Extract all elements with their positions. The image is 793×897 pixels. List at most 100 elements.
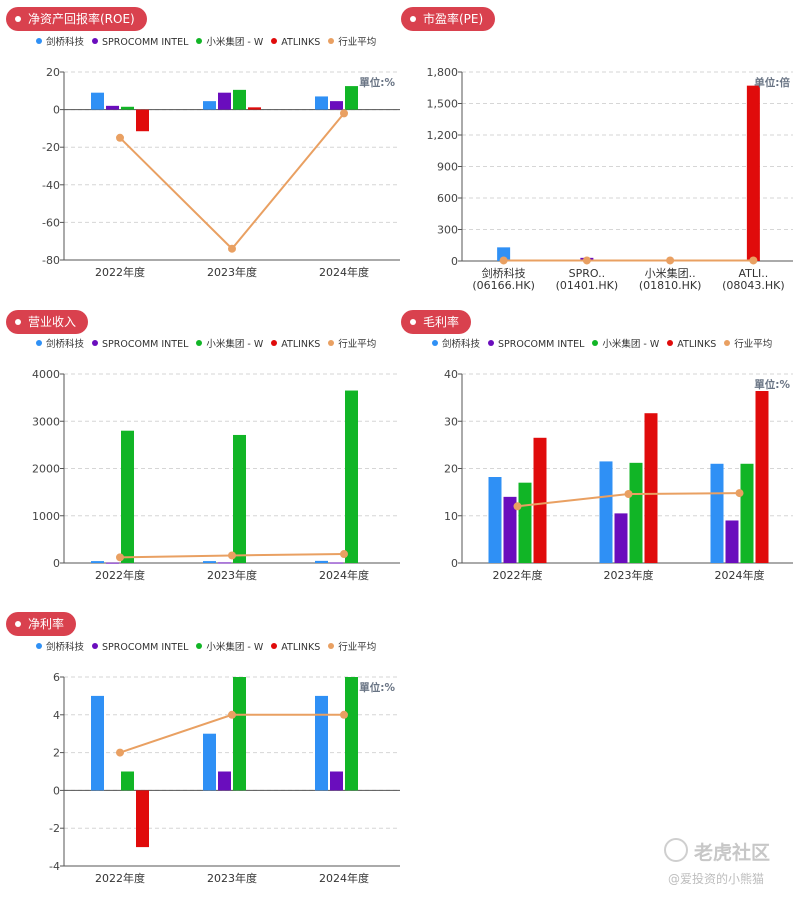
legend-item[interactable]: 剑桥科技 [36, 336, 84, 350]
bar [91, 92, 104, 110]
legend-item[interactable]: ATLINKS [271, 37, 320, 48]
average-point [340, 710, 348, 719]
legend-label: 小米集团 - W [602, 339, 660, 350]
x-tick-label: 小米集团.. [645, 266, 696, 280]
bar [599, 461, 613, 563]
bar [533, 437, 547, 563]
legend-item[interactable]: SPROCOMM INTEL [488, 339, 584, 350]
chart-title-pe: 市盈率(PE) [401, 7, 496, 31]
bar [345, 86, 358, 110]
y-tick-label: 1,500 [427, 98, 459, 111]
average-point [340, 550, 348, 559]
unit-label: 單位:% [359, 76, 395, 89]
x-tick-label: 2023年度 [604, 568, 654, 582]
x-tick-label: 2023年度 [207, 871, 257, 885]
bar [725, 520, 739, 563]
chart-gross: 0 10 20 30 40 2022年度 2023年度 2024年度 單位:% [444, 368, 793, 582]
watermark-brand-text: 老虎社区 [694, 842, 771, 864]
legend-item[interactable]: 剑桥科技 [36, 34, 84, 48]
legend-dot-icon [667, 340, 674, 346]
bar [644, 413, 658, 563]
legend-item[interactable]: 小米集团 - W [196, 336, 263, 350]
y-tick-label: 0 [451, 255, 458, 268]
bar [136, 790, 149, 848]
legend-item[interactable]: SPROCOMM INTEL [92, 642, 188, 653]
legend-item[interactable]: SPROCOMM INTEL [92, 339, 188, 350]
x-tick-label: 2022年度 [95, 265, 145, 279]
bar [330, 562, 343, 564]
bar [614, 513, 628, 563]
average-point [513, 502, 522, 511]
legend-revenue[interactable]: 剑桥科技 SPROCOMM INTEL 小米集团 - W ATLINKS 行业平均 [36, 336, 384, 350]
y-tick-label: 0 [451, 557, 458, 570]
y-tick-label: -40 [42, 179, 60, 192]
x-tick-label: 2022年度 [493, 568, 543, 582]
legend-item[interactable]: 行业平均 [328, 34, 376, 48]
y-tick-label: 2000 [32, 463, 60, 476]
unit-label: 單位:% [359, 681, 395, 694]
average-point [624, 490, 633, 499]
unit-label: 单位:倍 [754, 76, 790, 89]
legend-dot-icon [196, 643, 203, 649]
legend-label: 行业平均 [338, 339, 377, 350]
legend-label: ATLINKS [281, 339, 321, 350]
x-tick-label: (01810.HK) [639, 279, 702, 292]
legend-dot-icon [328, 38, 335, 44]
bar [203, 561, 216, 563]
legend-item[interactable]: ATLINKS [271, 339, 320, 350]
bar [91, 695, 104, 791]
legend-roe[interactable]: 剑桥科技 SPROCOMM INTEL 小米集团 - W ATLINKS 行业平均 [36, 34, 384, 48]
average-line [119, 112, 345, 251]
bar [233, 434, 246, 563]
legend-item[interactable]: 小米集团 - W [196, 34, 263, 48]
bar [106, 105, 119, 110]
legend-dot-icon [92, 643, 99, 649]
legend-item[interactable]: ATLINKS [271, 642, 320, 653]
legend-item[interactable]: 行业平均 [724, 336, 772, 350]
legend-item[interactable]: 剑桥科技 [432, 336, 480, 350]
legend-item[interactable]: ATLINKS [667, 339, 716, 350]
x-tick-label: 2024年度 [319, 265, 369, 279]
x-tick-label: 2024年度 [715, 568, 765, 582]
chart-title-gross: 毛利率 [401, 310, 472, 334]
bar [518, 482, 532, 563]
x-tick-label: 2024年度 [319, 871, 369, 885]
legend-gross[interactable]: 剑桥科技 SPROCOMM INTEL 小米集团 - W ATLINKS 行业平均 [432, 336, 780, 350]
bar [218, 771, 231, 791]
legend-dot-icon [724, 340, 731, 346]
average-point [499, 256, 508, 265]
legend-label: 剑桥科技 [46, 339, 85, 350]
bar [136, 109, 149, 132]
legend-item[interactable]: 行业平均 [328, 336, 376, 350]
legend-label: 剑桥科技 [46, 642, 85, 653]
chart-title-roe: 净资产回报率(ROE) [6, 7, 147, 31]
y-tick-label: 0 [53, 104, 60, 117]
y-tick-label: -80 [42, 254, 60, 267]
chart-net: -4 -2 0 2 4 6 2022年度 2023年度 2024年度 單位:% [49, 671, 400, 885]
bar [497, 247, 511, 261]
legend-label: ATLINKS [677, 339, 717, 350]
legend-dot-icon [36, 340, 42, 346]
legend-item[interactable]: 剑桥科技 [36, 639, 84, 653]
legend-item[interactable]: 小米集团 - W [592, 336, 659, 350]
legend-dot-icon [328, 643, 335, 649]
x-tick-label: 剑桥科技 [482, 266, 526, 280]
y-tick-label: 6 [53, 671, 60, 684]
legend-item[interactable]: SPROCOMM INTEL [92, 37, 188, 48]
legend-net[interactable]: 剑桥科技 SPROCOMM INTEL 小米集团 - W ATLINKS 行业平均 [36, 639, 384, 653]
y-tick-label: -60 [42, 216, 60, 229]
bar [203, 733, 216, 791]
legend-dot-icon [196, 340, 203, 346]
chart-revenue: 0 1000 2000 3000 4000 2022年度 2023年度 2024年度 [32, 368, 400, 582]
legend-label: SPROCOMM INTEL [498, 339, 585, 350]
bar [488, 477, 502, 563]
y-tick-label: 4000 [32, 368, 60, 381]
average-line [119, 713, 344, 754]
tiger-logo-icon [664, 838, 688, 862]
bar [121, 771, 134, 791]
legend-item[interactable]: 行业平均 [328, 639, 376, 653]
legend-item[interactable]: 小米集团 - W [196, 639, 263, 653]
bar [710, 463, 724, 563]
legend-label: ATLINKS [281, 37, 321, 48]
y-tick-label: -20 [42, 141, 60, 154]
